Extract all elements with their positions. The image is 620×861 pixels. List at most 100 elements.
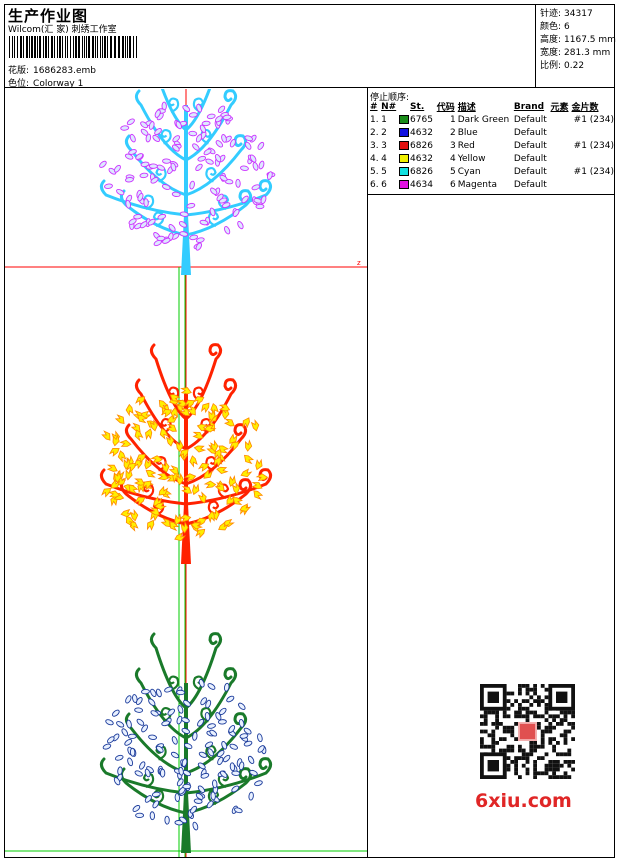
row-description: Red — [457, 140, 475, 151]
row-element — [549, 139, 570, 152]
color-swatch — [399, 140, 410, 150]
row-index: 6. — [370, 179, 379, 190]
stop-table-divider — [368, 194, 615, 195]
table-header-row: # N# St. 代码 描述 Brand 元素 金片数 — [369, 100, 615, 114]
tree-design-green — [99, 632, 273, 853]
stat-stitches: 针迹: 34317 — [540, 9, 593, 19]
row-element — [549, 126, 570, 139]
col-header: # — [370, 101, 378, 112]
row-element — [549, 165, 570, 178]
row-sequins: #1 (234) — [573, 166, 614, 177]
col-header: 代码 — [436, 103, 455, 113]
stat-height: 高度: 1167.5 mm — [540, 35, 616, 45]
table-row: 4. 4 4632 4 Yellow Default — [369, 152, 615, 165]
barcode-image — [9, 36, 137, 58]
stat-width: 宽度: 281.3 mm — [540, 48, 611, 58]
col-header: 金片数 — [571, 103, 599, 113]
row-stitches: 4632 — [398, 152, 436, 165]
row-needle: 4 — [381, 153, 387, 164]
color-swatch — [399, 114, 410, 124]
design-preview-panel — [4, 88, 368, 858]
table-row: 1. 1 6765 1 Dark Green Default #1 (234) — [369, 113, 615, 126]
row-sequins — [570, 178, 615, 191]
row-index: 1. — [370, 114, 379, 125]
row-stitches: 6826 — [398, 165, 436, 178]
tree-design-red — [99, 343, 273, 564]
pattern-value: 1686283.emb — [33, 66, 97, 76]
stat-scale: 比例: 0.22 — [540, 61, 585, 71]
stop-sequence-panel — [368, 88, 615, 858]
col-header: N# — [381, 101, 397, 112]
row-code: 2 — [449, 127, 456, 138]
stitch-count: 6765 — [410, 114, 433, 125]
row-stitches: 6826 — [398, 139, 436, 152]
row-index: 2. — [370, 127, 379, 138]
stop-sequence-title: 停止顺序: — [370, 93, 410, 103]
header-panel — [4, 4, 536, 88]
color-swatch — [399, 166, 410, 176]
page-title: 生产作业图 — [8, 7, 89, 25]
stitch-count: 6826 — [410, 166, 433, 177]
row-code: 3 — [449, 140, 456, 151]
row-brand: Default — [513, 166, 547, 177]
row-needle: 3 — [381, 140, 387, 151]
row-element — [549, 152, 570, 165]
row-sequins: #1 (234) — [573, 140, 614, 151]
row-index: 4. — [370, 153, 379, 164]
qr-code-image — [470, 680, 584, 816]
row-needle: 2 — [381, 127, 387, 138]
row-sequins — [570, 152, 615, 165]
row-stitches: 4632 — [398, 126, 436, 139]
color-swatch — [399, 127, 410, 137]
row-brand: Default — [513, 179, 547, 190]
row-brand: Default — [513, 153, 547, 164]
row-needle: 1 — [381, 114, 387, 125]
row-element — [549, 178, 570, 191]
row-description: Yellow — [457, 153, 486, 164]
row-code: 6 — [449, 179, 456, 190]
row-index: 3. — [370, 140, 379, 151]
row-stitches: 6765 — [398, 113, 436, 126]
row-code: 5 — [449, 166, 456, 177]
stop-sequence-table: # N# St. 代码 描述 Brand 元素 金片数 1. 1 6765 1 Dark… — [369, 100, 615, 191]
stitch-count: 4634 — [410, 179, 433, 190]
col-header: St. — [410, 101, 425, 112]
pattern-label: 花版: — [8, 66, 30, 76]
color-swatch — [399, 153, 410, 163]
col-header: Brand — [513, 101, 545, 112]
row-brand: Default — [513, 127, 547, 138]
pattern-line: 花版: 1686283.emb — [8, 63, 96, 76]
table-row: 3. 3 6826 3 Red Default #1 (234) — [369, 139, 615, 152]
row-description: Magenta — [457, 179, 497, 190]
table-row: 5. 5 6826 5 Cyan Default #1 (234) — [369, 165, 615, 178]
stat-colors: 颜色: 6 — [540, 22, 570, 32]
row-code: 4 — [449, 153, 456, 164]
design-preview: z — [5, 89, 367, 857]
stitch-count: 4632 — [410, 127, 433, 138]
colorway-line: 色位: Colorway 1 — [8, 76, 83, 89]
guide-marker-top: z — [357, 259, 361, 267]
watermark-text: 6xiu.com — [475, 790, 572, 812]
row-needle: 5 — [381, 166, 387, 177]
row-description: Cyan — [457, 166, 481, 177]
row-description: Blue — [457, 127, 478, 138]
table-row: 2. 2 4632 2 Blue Default — [369, 126, 615, 139]
row-code: 1 — [449, 114, 456, 125]
row-index: 5. — [370, 166, 379, 177]
table-row: 6. 6 4634 6 Magenta Default — [369, 178, 615, 191]
stitch-count: 4632 — [410, 153, 433, 164]
colorway-label: 色位: — [8, 79, 30, 89]
studio-name: Wilcom(汇 家) 刺绣工作室 — [8, 25, 117, 35]
row-sequins: #1 (234) — [573, 114, 614, 125]
stitch-count: 6826 — [410, 140, 433, 151]
row-element — [549, 113, 570, 126]
row-brand: Default — [513, 114, 547, 125]
row-brand: Default — [513, 140, 547, 151]
col-header: 元素 — [550, 103, 569, 113]
row-description: Dark Green — [457, 114, 510, 125]
col-header: 描述 — [457, 103, 476, 113]
row-sequins — [570, 126, 615, 139]
stats-panel — [536, 4, 615, 88]
row-stitches: 4634 — [398, 178, 436, 191]
colorway-value: Colorway 1 — [33, 79, 84, 89]
